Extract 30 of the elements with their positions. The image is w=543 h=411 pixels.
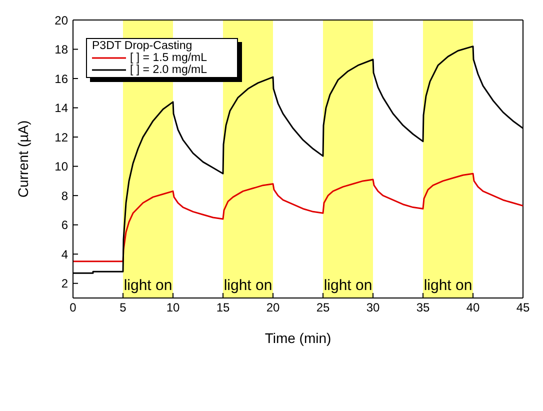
legend-title: P3DT Drop-Casting [92, 40, 194, 52]
line-series [73, 172, 523, 262]
y-tick-label: 8 [61, 188, 68, 203]
y-tick-label: 10 [54, 160, 68, 174]
x-axis-title: Time (min) [264, 330, 332, 346]
x-tick-label: 20 [266, 300, 280, 315]
y-tick-label: 2 [61, 276, 68, 291]
y-tick-label: 6 [61, 218, 68, 232]
x-tick-label: 40 [466, 300, 480, 315]
band-label: light on [324, 277, 372, 294]
band-label: light on [224, 277, 272, 294]
y-axis-title: Current (µA) [14, 120, 31, 198]
band-label: light on [124, 277, 172, 294]
y-tick-label: 14 [54, 101, 68, 116]
legend-label: [ ] = 2.0 mg/mL [130, 64, 208, 76]
y-tick-label: 20 [54, 13, 68, 28]
x-tick-label: 5 [120, 300, 127, 315]
x-tick-label: 35 [416, 300, 430, 315]
x-tick-label: 15 [216, 300, 230, 315]
x-tick-label: 45 [516, 300, 530, 315]
y-tick-label: 12 [54, 130, 68, 144]
y-tick-label: 18 [54, 42, 68, 57]
y-tick-label: 16 [54, 72, 68, 86]
x-tick-label: 30 [366, 300, 380, 315]
x-tick-label: 0 [70, 300, 77, 315]
legend-label: [ ] = 1.5 mg/mL [130, 52, 208, 64]
x-tick-label: 25 [316, 300, 330, 315]
band-label: light on [424, 277, 472, 294]
x-tick-label: 10 [166, 300, 180, 315]
y-tick-label: 4 [61, 247, 68, 262]
